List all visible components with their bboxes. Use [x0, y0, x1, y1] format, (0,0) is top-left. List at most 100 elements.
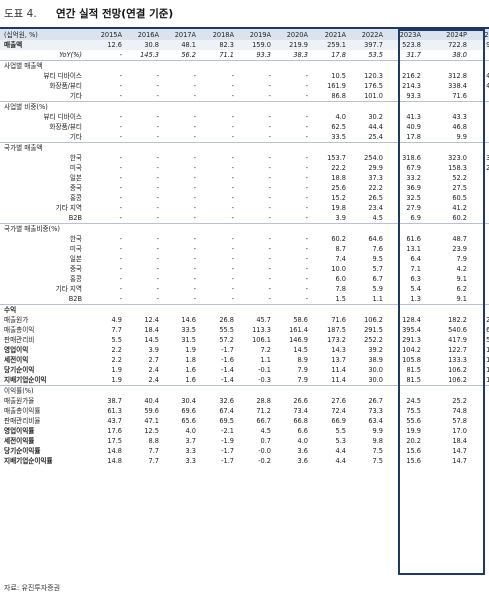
- table-cell: 2.4: [148, 366, 160, 374]
- table-cell: 12.5: [144, 427, 159, 435]
- table-cell: [163, 142, 200, 153]
- table-cell: [275, 60, 312, 71]
- row-label: YoY(%): [59, 51, 82, 59]
- table-cell: 14.8: [107, 457, 122, 465]
- table-cell: 1.9: [111, 376, 123, 384]
- row-label: 기타: [69, 133, 82, 141]
- table-cell: -: [268, 235, 271, 243]
- table-cell: 43.3: [452, 113, 467, 121]
- table-cell: 69.6: [181, 407, 196, 415]
- table-cell: -0.2: [258, 457, 271, 465]
- table-cell: [200, 304, 238, 315]
- table-cell: 6.2: [456, 285, 468, 293]
- table-cell: -: [231, 154, 234, 162]
- table-cell: [238, 385, 275, 396]
- table-cell: 6.0: [335, 275, 347, 283]
- table-cell: -: [119, 204, 122, 212]
- table-cell: -1.6: [221, 356, 234, 364]
- table-cell: 8.9: [297, 356, 309, 364]
- table-cell: -: [305, 82, 308, 90]
- table-cell: 48.7: [452, 235, 467, 243]
- table-header-row: (십억원, %) 2015A 2016A 2017A 2018A 2019A 2…: [0, 29, 489, 40]
- table-cell: -: [156, 154, 159, 162]
- table-cell: 3.6: [297, 447, 309, 455]
- table-cell: -1.4: [221, 366, 234, 374]
- table-cell: -: [119, 82, 122, 90]
- table-cell: 1.9: [111, 366, 123, 374]
- unit-label: (십억원, %): [0, 29, 88, 40]
- table-cell: -: [156, 275, 159, 283]
- table-cell: -: [156, 235, 159, 243]
- table-cell: 8.7: [335, 245, 347, 253]
- table-cell: 4.2: [456, 265, 468, 273]
- table-body: 매출액 12.6 30.8 48.1 82.3 159.0 219.9 259.1 397.7 5…: [0, 40, 489, 466]
- row-label: 뷰티 디바이스: [43, 113, 83, 121]
- table-cell: 31.7: [406, 51, 421, 59]
- table-cell: -: [193, 235, 196, 243]
- table-cell: 9.9: [456, 133, 468, 141]
- table-cell: -: [156, 285, 159, 293]
- table-cell: -: [156, 214, 159, 222]
- table-cell: 15.1: [471, 446, 489, 456]
- table-row: 뷰티 디바이스 - - - - - - 10.5 120.3 216.2 312.8 408.4: [0, 71, 489, 81]
- table-row: 수익: [0, 304, 489, 315]
- table-cell: 722.8: [425, 40, 471, 50]
- table-cell: 5.9: [471, 284, 489, 294]
- column-header: 2023A: [387, 29, 425, 40]
- table-cell: 15.6: [406, 447, 421, 455]
- table-cell: -: [231, 92, 234, 100]
- table-row: B2B - - - - - - 1.5 1.1 1.3 9.19.6: [0, 294, 489, 305]
- table-cell: 9.9: [372, 427, 384, 435]
- table-cell: [275, 304, 312, 315]
- table-row: 매출액 12.6 30.8 48.1 82.3 159.0 219.9 259.1 397.7 5…: [0, 40, 489, 50]
- table-cell: 30.4: [181, 397, 196, 405]
- table-cell: -: [119, 275, 122, 283]
- table-cell: [425, 385, 471, 396]
- table-row: 영업이익 2.2 3.9 1.9 -1.7 7.2 14.5 14.3 39.2 104.2 122…: [0, 345, 489, 355]
- table-cell: 519.4: [486, 336, 489, 344]
- table-cell: 7.4: [335, 255, 347, 263]
- table-cell: 62.5: [331, 123, 346, 131]
- row-label: 세전이익률: [4, 437, 35, 445]
- table-row: B2B - - - - - - 3.9 4.5 6.9 60.2 79.4: [0, 213, 489, 224]
- table-cell: 41.2: [452, 204, 467, 212]
- table-cell: 173.2: [327, 336, 346, 344]
- table-cell: 2.2: [111, 346, 123, 354]
- table-cell: 3.9: [148, 346, 160, 354]
- table-cell: 38.0: [452, 51, 467, 59]
- table-cell: 6.3: [410, 275, 422, 283]
- column-header: 2021A: [312, 29, 350, 40]
- table-cell: 146.9: [289, 336, 308, 344]
- row-label: 사업별 매출액: [0, 60, 88, 71]
- table-cell: [425, 223, 471, 234]
- row-label: 매출액: [0, 40, 88, 50]
- table-cell: -: [119, 255, 122, 263]
- table-row: 매출총이익 7.7 18.4 33.5 55.5 113.3 161.4 187.5 291.5…: [0, 325, 489, 335]
- table-cell: [350, 304, 387, 315]
- table-cell: -: [268, 255, 271, 263]
- table-cell: -: [268, 133, 271, 141]
- table-cell: 45.7: [256, 316, 271, 324]
- table-cell: [312, 101, 350, 112]
- table-cell: [312, 142, 350, 153]
- row-label: 일본: [69, 174, 82, 182]
- table-cell: 15.1: [471, 456, 489, 466]
- table-cell: -: [119, 214, 122, 222]
- table-cell: -: [305, 92, 308, 100]
- table-cell: [425, 101, 471, 112]
- table-cell: -: [231, 275, 234, 283]
- table-cell: 318.6: [402, 154, 421, 162]
- table-cell: -: [193, 133, 196, 141]
- table-cell: 6.4: [410, 255, 422, 263]
- table-cell: 7.9: [456, 255, 468, 263]
- table-cell: -: [268, 204, 271, 212]
- table-cell: 46.8: [452, 123, 467, 131]
- table-cell: 71.1: [219, 51, 234, 59]
- row-label: 지배기업순이익: [4, 376, 47, 384]
- row-label: 기타 지역: [55, 204, 82, 212]
- table-cell: 222.6: [486, 316, 489, 324]
- row-label: 한국: [69, 235, 82, 243]
- table-cell: -: [305, 285, 308, 293]
- table-cell: 57.8: [452, 417, 467, 425]
- table-cell: -: [119, 235, 122, 243]
